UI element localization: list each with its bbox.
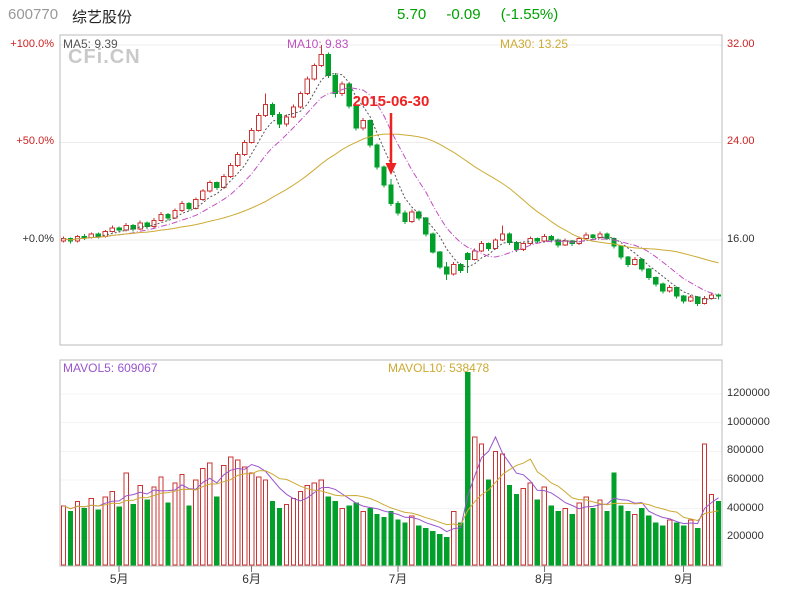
stock-code: 600770: [8, 6, 59, 23]
price-axis-right-label: 16.00: [727, 232, 755, 245]
x-axis-month-label: 7月: [388, 572, 408, 586]
ma30-legend-label: MA30: 13.25: [500, 37, 569, 51]
ma10-legend-label: MA10: 9.83: [287, 37, 349, 51]
volume-axis-right-label: 400000: [727, 501, 764, 514]
x-axis-month-label: 9月: [674, 572, 694, 586]
quote-price: 5.70: [397, 6, 427, 23]
price-axis-right-label: 32.00: [727, 37, 755, 50]
price-axis-right-label: 24.00: [727, 135, 755, 148]
volume-axis-right-label: 800000: [727, 444, 764, 457]
quote-change: -0.09: [446, 6, 481, 23]
price-axis-left-label: +50.0%: [16, 135, 54, 148]
chart-header: 600770 综艺股份 5.70 -0.09 (-1.55%): [0, 6, 800, 26]
mavol5-legend-label: MAVOL5: 609067: [63, 361, 158, 375]
volume-axis-right-label: 600000: [727, 472, 764, 485]
x-axis-month-label: 6月: [242, 572, 261, 586]
watermark-logo: CFi.CN: [68, 46, 141, 68]
x-axis-month-label: 5月: [109, 572, 129, 586]
stock-name: 综艺股份: [72, 9, 133, 26]
annotation-date: 2015-06-30: [352, 93, 430, 111]
volume-axis-right-label: 1200000: [727, 386, 770, 399]
volume-axis-right-label: 200000: [727, 530, 764, 543]
quote-change-pct: (-1.55%): [500, 6, 559, 23]
stock-quote: 5.70 -0.09 (-1.55%): [397, 6, 574, 23]
ma5-legend-label: MA5: 9.39: [63, 37, 118, 51]
mavol10-legend-label: MAVOL10: 538478: [388, 361, 490, 375]
x-axis-month-label: 8月: [534, 572, 554, 586]
price-axis-left-label: +100.0%: [10, 37, 54, 50]
price-axis-left-label: +0.0%: [22, 232, 55, 245]
volume-axis-right-label: 1000000: [727, 415, 770, 428]
